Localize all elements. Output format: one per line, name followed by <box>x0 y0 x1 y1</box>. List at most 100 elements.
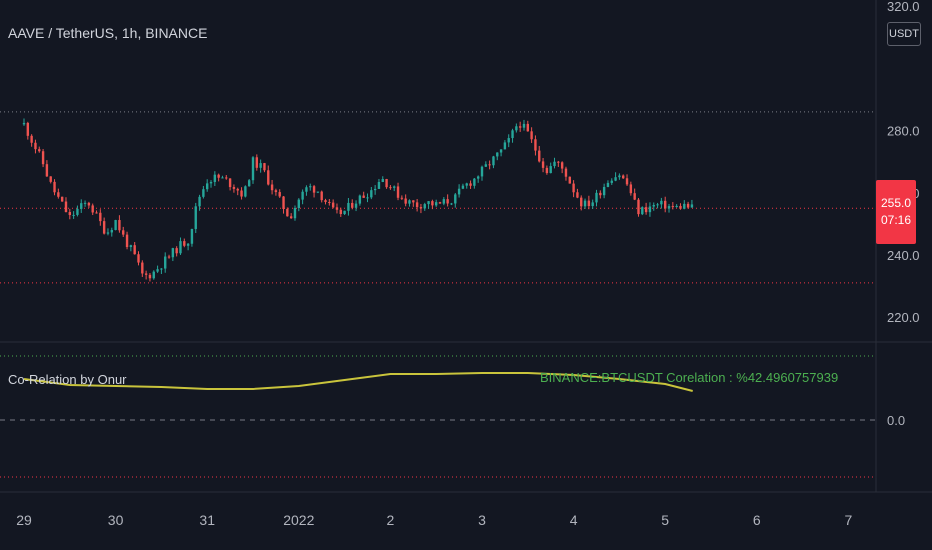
candle <box>572 180 575 198</box>
candle-body <box>122 230 125 235</box>
candle <box>228 178 232 191</box>
bar-countdown: 07:16 <box>880 213 912 227</box>
candle-body <box>206 183 209 190</box>
candle-body <box>324 200 327 203</box>
candle <box>270 179 274 195</box>
candle-body <box>99 212 102 222</box>
candle <box>335 203 339 214</box>
candle-body <box>167 256 171 258</box>
candle-body <box>64 201 68 213</box>
candle-body <box>57 192 60 197</box>
candle <box>560 161 564 174</box>
candle <box>664 196 667 213</box>
candle <box>488 160 491 170</box>
candle-body <box>312 186 316 193</box>
candle <box>267 165 270 186</box>
candle-body <box>389 187 392 189</box>
candle <box>251 156 255 184</box>
candle-body <box>549 166 552 174</box>
candle-body <box>60 196 64 202</box>
candle-body <box>41 151 45 165</box>
candle-body <box>641 207 644 215</box>
candle <box>141 260 144 277</box>
candle-body <box>499 149 503 153</box>
candle-body <box>95 212 98 214</box>
candle-body <box>293 207 297 219</box>
candle <box>496 152 499 161</box>
candle <box>484 161 488 167</box>
candle-body <box>427 201 430 205</box>
candle <box>133 242 136 255</box>
candle <box>53 179 56 196</box>
candle-body <box>137 254 140 263</box>
candle <box>389 185 392 190</box>
candle-body <box>461 185 465 189</box>
candle <box>286 207 289 217</box>
candle <box>622 174 625 179</box>
candle-body <box>396 186 400 198</box>
candle <box>129 244 133 252</box>
candle <box>217 173 220 182</box>
candle-body <box>610 180 613 183</box>
indicator-title[interactable]: Co-Relation by Onur <box>8 372 127 387</box>
candle <box>610 178 613 185</box>
current-price: 255.0 <box>880 196 912 210</box>
candle-body <box>644 207 648 213</box>
candle-body <box>412 200 415 203</box>
candle-body <box>297 199 300 208</box>
candle <box>76 205 79 217</box>
candle <box>80 199 83 213</box>
candle <box>45 160 49 177</box>
candle <box>629 181 633 196</box>
candle <box>576 188 579 199</box>
candle <box>568 176 571 184</box>
candle-body <box>305 187 308 192</box>
candle <box>587 195 591 210</box>
candle <box>499 149 503 157</box>
candle-body <box>366 197 369 199</box>
candle <box>503 140 507 150</box>
candle <box>34 139 37 154</box>
candle-body <box>240 190 243 197</box>
candle <box>30 134 33 147</box>
time-tick-label: 29 <box>16 512 32 528</box>
candle <box>114 219 117 231</box>
currency-button[interactable]: USDT <box>887 22 921 46</box>
candle <box>534 135 537 156</box>
candle <box>41 149 45 168</box>
candle <box>198 194 201 211</box>
candle <box>221 175 224 179</box>
candle-body <box>538 150 541 162</box>
candle-body <box>583 200 587 207</box>
candle-body <box>347 202 350 211</box>
candle <box>641 206 644 216</box>
candle-body <box>393 186 396 188</box>
candle <box>652 202 655 211</box>
candle-body <box>247 180 251 187</box>
candle-body <box>362 195 365 198</box>
candle-body <box>270 184 274 191</box>
candle <box>435 199 438 207</box>
candle <box>72 211 75 219</box>
candle <box>343 210 346 215</box>
candle <box>22 118 26 126</box>
candle <box>541 158 545 173</box>
candle-body <box>263 163 266 171</box>
candle <box>68 208 71 220</box>
candle-body <box>568 176 571 184</box>
candle <box>419 203 423 214</box>
candle <box>293 205 297 221</box>
candle-body <box>160 268 163 270</box>
candle <box>530 127 533 143</box>
candle-body <box>34 142 37 150</box>
candle <box>244 185 247 198</box>
candle <box>156 265 159 273</box>
candle-body <box>217 174 220 178</box>
time-tick-label: 5 <box>661 512 669 528</box>
candles-layer <box>22 118 694 282</box>
candle <box>225 175 228 180</box>
candle <box>194 202 197 233</box>
candle <box>675 204 678 208</box>
candle-body <box>622 175 625 179</box>
